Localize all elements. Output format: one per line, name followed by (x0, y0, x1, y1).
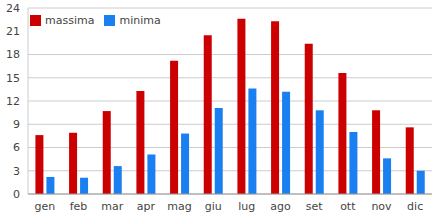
svg-text:24: 24 (8, 2, 20, 15)
html-text:massima: massima (45, 14, 95, 27)
svg-text:nov: nov (371, 200, 392, 213)
svg-text:15: 15 (8, 72, 20, 85)
svg-text:mar: mar (101, 200, 123, 213)
svg-text:gen: gen (34, 200, 55, 213)
html-text:minima: minima (119, 14, 161, 27)
svg-text:ago: ago (270, 200, 291, 213)
svg-text:9: 9 (13, 118, 20, 131)
svg-text:lug: lug (238, 200, 255, 213)
svg-text:giu: giu (205, 200, 222, 213)
svg-text:3: 3 (13, 165, 20, 178)
svg-text:apr: apr (137, 200, 156, 213)
svg-text:12: 12 (8, 95, 20, 108)
svg-text:dic: dic (407, 200, 423, 213)
svg-text:6: 6 (13, 141, 20, 154)
svg-text:0: 0 (13, 188, 20, 201)
svg-text:feb: feb (70, 200, 88, 213)
svg-text:18: 18 (8, 48, 20, 61)
svg-text:ott: ott (340, 200, 356, 213)
svg-text:21: 21 (8, 25, 20, 38)
svg-text:set: set (306, 200, 323, 213)
svg-text:mag: mag (167, 200, 191, 213)
